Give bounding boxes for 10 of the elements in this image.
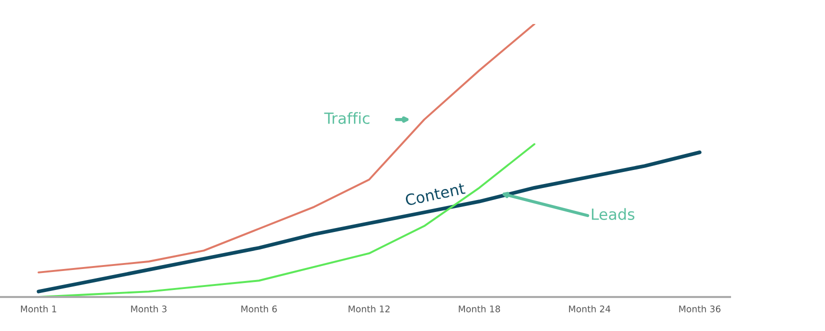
text: Content	[404, 182, 466, 206]
x-tick-label: Month 36	[679, 305, 720, 312]
x-tick-label: Month 3	[131, 305, 166, 312]
x-tick-label: Month 6	[241, 305, 277, 312]
x-tick-label: Month 24	[569, 305, 610, 312]
x-tick-label: Month 1	[21, 305, 56, 312]
x-tick-label: Month 12	[348, 305, 390, 312]
text: Traffic	[324, 112, 370, 124]
text: Leads	[592, 208, 634, 220]
x-tick-label: Month 18	[458, 305, 500, 312]
